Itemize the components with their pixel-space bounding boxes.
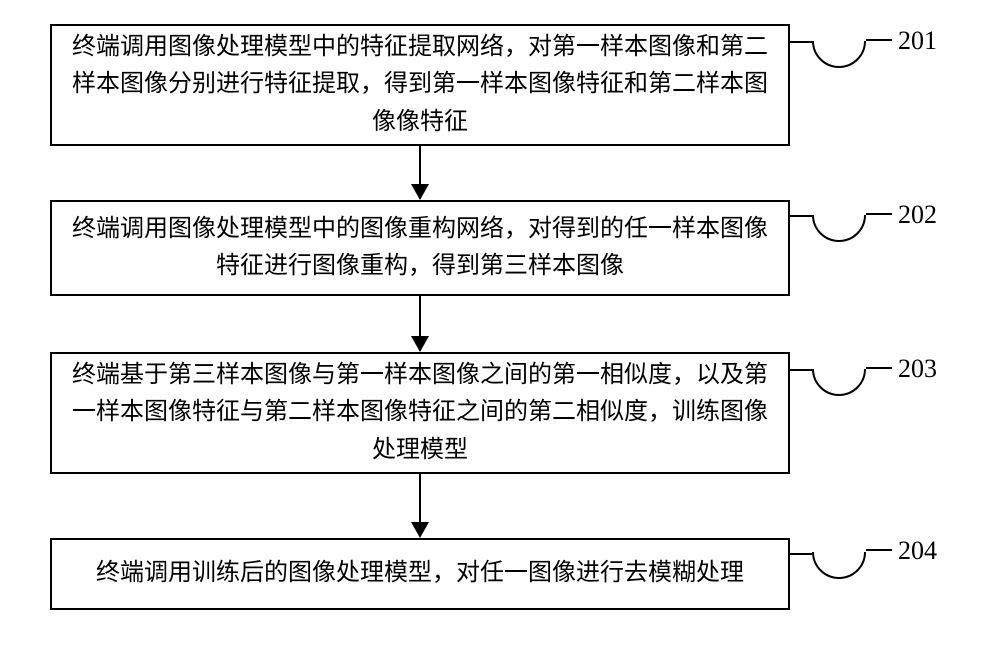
leader-arc-wrap-204 — [812, 552, 866, 583]
step-text-204: 终端调用训练后的图像处理模型，对任一图像进行去模糊处理 — [66, 555, 774, 592]
step-box-202: 终端调用图像处理模型中的图像重构网络，对得到的任一样本图像特征进行图像重构，得到… — [50, 200, 790, 296]
step-label-202: 202 — [898, 200, 937, 230]
arrow-head-201-202 — [411, 184, 429, 200]
leader-seg1-203 — [790, 369, 812, 371]
step-box-201: 终端调用图像处理模型中的特征提取网络，对第一样本图像和第二样本图像分别进行特征提… — [50, 24, 790, 146]
leader-seg2-201 — [866, 39, 892, 41]
leader-seg2-202 — [866, 213, 892, 215]
step-label-203: 203 — [898, 354, 937, 384]
arrow-line-203-204 — [419, 474, 421, 522]
leader-arc-204 — [812, 552, 866, 579]
flowchart-canvas: 终端调用图像处理模型中的特征提取网络，对第一样本图像和第二样本图像分别进行特征提… — [0, 0, 1000, 670]
step-box-204: 终端调用训练后的图像处理模型，对任一图像进行去模糊处理 — [50, 538, 790, 610]
leader-seg1-201 — [790, 41, 812, 43]
leader-seg1-204 — [790, 553, 812, 555]
leader-seg2-203 — [866, 367, 892, 369]
step-text-201: 终端调用图像处理模型中的特征提取网络，对第一样本图像和第二样本图像分别进行特征提… — [66, 29, 774, 141]
leader-arc-wrap-201 — [812, 41, 866, 72]
leader-seg1-202 — [790, 215, 812, 217]
leader-arc-201 — [812, 41, 866, 68]
step-label-204: 204 — [898, 536, 937, 566]
arrow-head-203-204 — [411, 522, 429, 538]
step-text-203: 终端基于第三样本图像与第一样本图像之间的第一相似度，以及第一样本图像特征与第二样… — [66, 357, 774, 469]
step-text-202: 终端调用图像处理模型中的图像重构网络，对得到的任一样本图像特征进行图像重构，得到… — [66, 211, 774, 285]
leader-arc-203 — [812, 369, 866, 396]
arrow-line-201-202 — [419, 146, 421, 184]
leader-seg2-204 — [866, 549, 892, 551]
leader-arc-wrap-202 — [812, 215, 866, 246]
step-label-201: 201 — [898, 26, 937, 56]
step-box-203: 终端基于第三样本图像与第一样本图像之间的第一相似度，以及第一样本图像特征与第二样… — [50, 352, 790, 474]
arrow-line-202-203 — [419, 296, 421, 336]
leader-arc-202 — [812, 215, 866, 242]
leader-arc-wrap-203 — [812, 369, 866, 400]
arrow-head-202-203 — [411, 336, 429, 352]
